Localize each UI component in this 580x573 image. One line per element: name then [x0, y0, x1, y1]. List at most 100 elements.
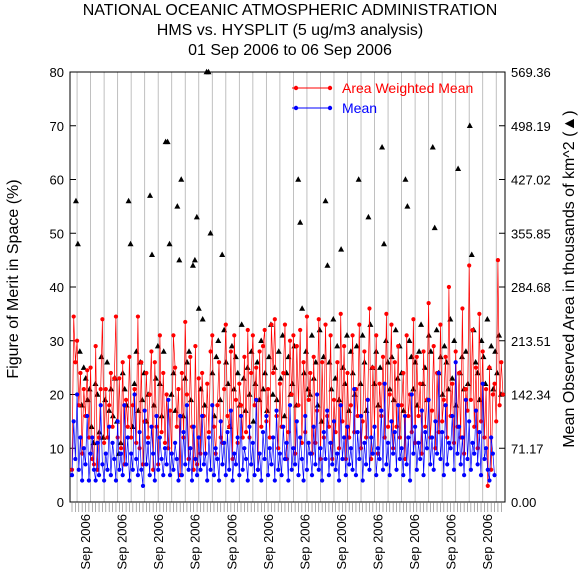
area-triangle-point — [421, 364, 428, 370]
area-weighted-mean-point — [218, 435, 223, 440]
mean-point — [249, 462, 254, 467]
area-weighted-mean-point — [161, 370, 166, 376]
area-triangle-point — [312, 359, 319, 365]
mean-point — [176, 478, 181, 483]
area-triangle-point — [238, 321, 245, 327]
area-weighted-mean-point — [423, 424, 428, 429]
chart-title: NATIONAL OCEANIC ATMOSPHERIC ADMINISTRAT… — [83, 2, 498, 59]
area-triangle-point — [258, 337, 265, 343]
mean-point — [304, 467, 310, 472]
area-weighted-mean-point — [135, 314, 141, 319]
mean-point — [105, 467, 110, 472]
mean-point — [71, 419, 76, 424]
mean-point — [74, 392, 80, 397]
area-weighted-mean-point — [193, 344, 198, 349]
area-weighted-mean-point — [462, 451, 467, 456]
mean-point — [85, 413, 90, 419]
mean-point — [348, 446, 353, 451]
area-weighted-mean-point — [125, 424, 130, 429]
mean-point — [480, 381, 485, 386]
mean-point — [323, 456, 328, 462]
mean-point — [413, 424, 418, 429]
mean-point — [391, 451, 396, 456]
area-weighted-mean-point — [392, 360, 397, 365]
title-line: 01 Sep 2006 to 06 Sep 2006 — [188, 42, 392, 59]
y2-tick-label: 569.36 — [511, 65, 551, 80]
area-weighted-mean-point — [363, 435, 369, 440]
area-weighted-mean-point — [492, 381, 497, 386]
area-triangle-point — [416, 348, 423, 354]
area-weighted-mean-point — [467, 263, 472, 268]
mean-point — [301, 478, 306, 483]
area-weighted-mean-point — [134, 440, 139, 445]
mean-point — [95, 440, 100, 445]
mean-point — [240, 467, 245, 472]
area-weighted-mean-point — [123, 397, 129, 402]
legend-marker — [327, 105, 333, 111]
mean-point — [399, 446, 404, 451]
area-weighted-mean-point — [200, 370, 205, 376]
mean-point — [429, 435, 435, 440]
area-weighted-mean-point — [167, 408, 173, 413]
mean-point — [347, 462, 352, 467]
area-triangle-point — [316, 326, 323, 333]
area-triangle-point — [299, 305, 306, 311]
mean-point — [316, 467, 321, 472]
mean-point — [328, 440, 333, 445]
area-weighted-mean-point — [473, 365, 479, 370]
area-weighted-mean-point — [71, 314, 76, 319]
mean-point — [264, 413, 269, 419]
mean-point — [189, 478, 195, 483]
area-triangle-point — [443, 359, 450, 365]
area-triangle-point — [127, 240, 134, 247]
mean-point — [482, 456, 487, 462]
area-triangle-point — [308, 332, 315, 338]
mean-point — [407, 478, 413, 483]
area-weighted-mean-point — [118, 446, 124, 451]
title-line: NATIONAL OCEANIC ATMOSPHERIC ADMINISTRAT… — [83, 2, 498, 19]
area-weighted-mean-point — [303, 430, 308, 435]
area-triangle-point — [147, 192, 154, 198]
x-tick-label: Sep 2006 — [334, 514, 349, 570]
area-triangle-point — [215, 337, 222, 343]
area-triangle-point — [133, 348, 140, 354]
mean-point — [453, 360, 458, 365]
area-triangle-point — [213, 353, 220, 360]
mean-point — [225, 430, 230, 435]
mean-point — [83, 462, 88, 467]
mean-point — [281, 424, 286, 429]
y2-tick-label: 142.34 — [511, 388, 551, 403]
mean-point — [252, 473, 257, 478]
area-weighted-mean-point — [103, 387, 108, 392]
mean-point — [352, 387, 357, 392]
mean-point — [162, 446, 168, 451]
area-weighted-mean-point — [401, 370, 406, 376]
area-triangle-point — [246, 391, 253, 397]
legend-label: Mean — [342, 100, 377, 116]
area-triangle-point — [379, 144, 386, 150]
mean-point — [279, 473, 284, 478]
area-weighted-mean-point — [385, 424, 391, 429]
mean-point — [81, 446, 86, 451]
area-triangle-point — [336, 396, 343, 403]
area-triangle-point — [82, 375, 89, 381]
mean-point — [96, 473, 102, 478]
title-line: HMS vs. HYSPLIT (5 ug/m3 analysis) — [157, 22, 423, 39]
mean-point — [102, 478, 107, 483]
x-axis-ticks: Sep 2006 Sep 2006 Sep 2006 Sep 2006 Sep 2006… — [71, 502, 502, 570]
mean-point — [478, 473, 484, 478]
mean-point — [392, 430, 397, 435]
mean-point — [465, 456, 470, 462]
mean-point — [196, 435, 201, 440]
area-triangle-point — [168, 391, 175, 397]
mean-point — [367, 467, 372, 472]
area-weighted-mean-point — [336, 446, 342, 451]
area-weighted-mean-point — [296, 403, 301, 408]
mean-point — [314, 392, 320, 397]
area-triangle-point — [381, 240, 388, 247]
area-weighted-mean-point — [320, 360, 325, 365]
area-weighted-mean-point — [406, 413, 411, 419]
mean-point — [446, 440, 452, 445]
area-weighted-mean-point — [443, 354, 448, 359]
mean-point — [265, 473, 271, 478]
